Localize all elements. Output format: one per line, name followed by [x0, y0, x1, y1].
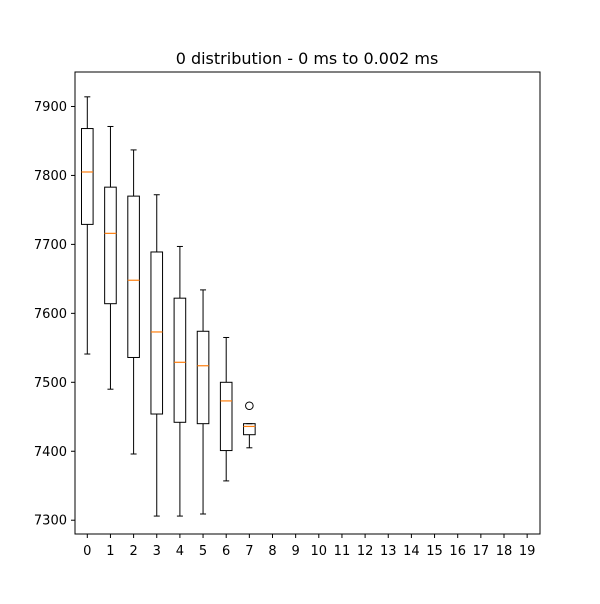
x-tick-label: 2 — [129, 544, 137, 559]
iqr-box — [150, 251, 164, 415]
plot-frame — [74, 71, 541, 535]
y-tick-label: 7600 — [34, 307, 67, 322]
y-tick-label: 7900 — [34, 100, 67, 115]
box-group-7 — [243, 401, 256, 449]
iqr-box — [127, 195, 140, 358]
y-tick-label: 7700 — [34, 238, 67, 253]
x-tick-label: 19 — [519, 544, 536, 559]
chart-title: 0 distribution - 0 ms to 0.002 ms — [176, 49, 439, 68]
x-tick-label: 13 — [380, 544, 397, 559]
box-group-2 — [127, 149, 140, 455]
iqr-box — [104, 186, 117, 305]
y-tick-label: 7800 — [34, 169, 67, 184]
x-tick-label: 17 — [473, 544, 490, 559]
x-tick-label: 14 — [403, 544, 420, 559]
box-group-0 — [81, 96, 94, 355]
x-tick-label: 15 — [426, 544, 443, 559]
iqr-box — [243, 423, 256, 436]
x-axis: 0 1 2 3 4 5 6 7 8 9 10 11 12 13 14 15 16 17 18 19 — [83, 534, 535, 559]
x-tick-label: 3 — [153, 544, 161, 559]
y-tick-label: 7400 — [34, 445, 67, 460]
y-tick-label: 7500 — [34, 376, 67, 391]
box-group-1 — [104, 125, 117, 390]
x-tick-label: 16 — [449, 544, 466, 559]
iqr-box — [196, 330, 210, 425]
x-tick-label: 6 — [222, 544, 230, 559]
x-tick-label: 4 — [176, 544, 184, 559]
x-tick-label: 12 — [357, 544, 374, 559]
x-tick-label: 7 — [245, 544, 253, 559]
x-tick-label: 8 — [268, 544, 276, 559]
box-group-6 — [219, 336, 233, 482]
y-axis: 7300 7400 7500 7600 7700 7800 7900 — [34, 100, 75, 529]
iqr-box — [219, 381, 233, 452]
outlier-point — [245, 401, 254, 411]
iqr-box — [173, 297, 187, 423]
x-tick-label: 0 — [83, 544, 91, 559]
x-tick-label: 5 — [199, 544, 207, 559]
x-tick-label: 11 — [334, 544, 351, 559]
box-group-3 — [150, 194, 164, 517]
x-tick-label: 9 — [292, 544, 300, 559]
x-tick-label: 18 — [496, 544, 513, 559]
iqr-box — [81, 128, 94, 225]
x-tick-label: 10 — [311, 544, 328, 559]
y-tick-label: 7300 — [34, 514, 67, 529]
box-group-4 — [173, 245, 187, 517]
box-group-5 — [196, 289, 210, 515]
x-tick-label: 1 — [106, 544, 114, 559]
box-series — [81, 96, 256, 517]
